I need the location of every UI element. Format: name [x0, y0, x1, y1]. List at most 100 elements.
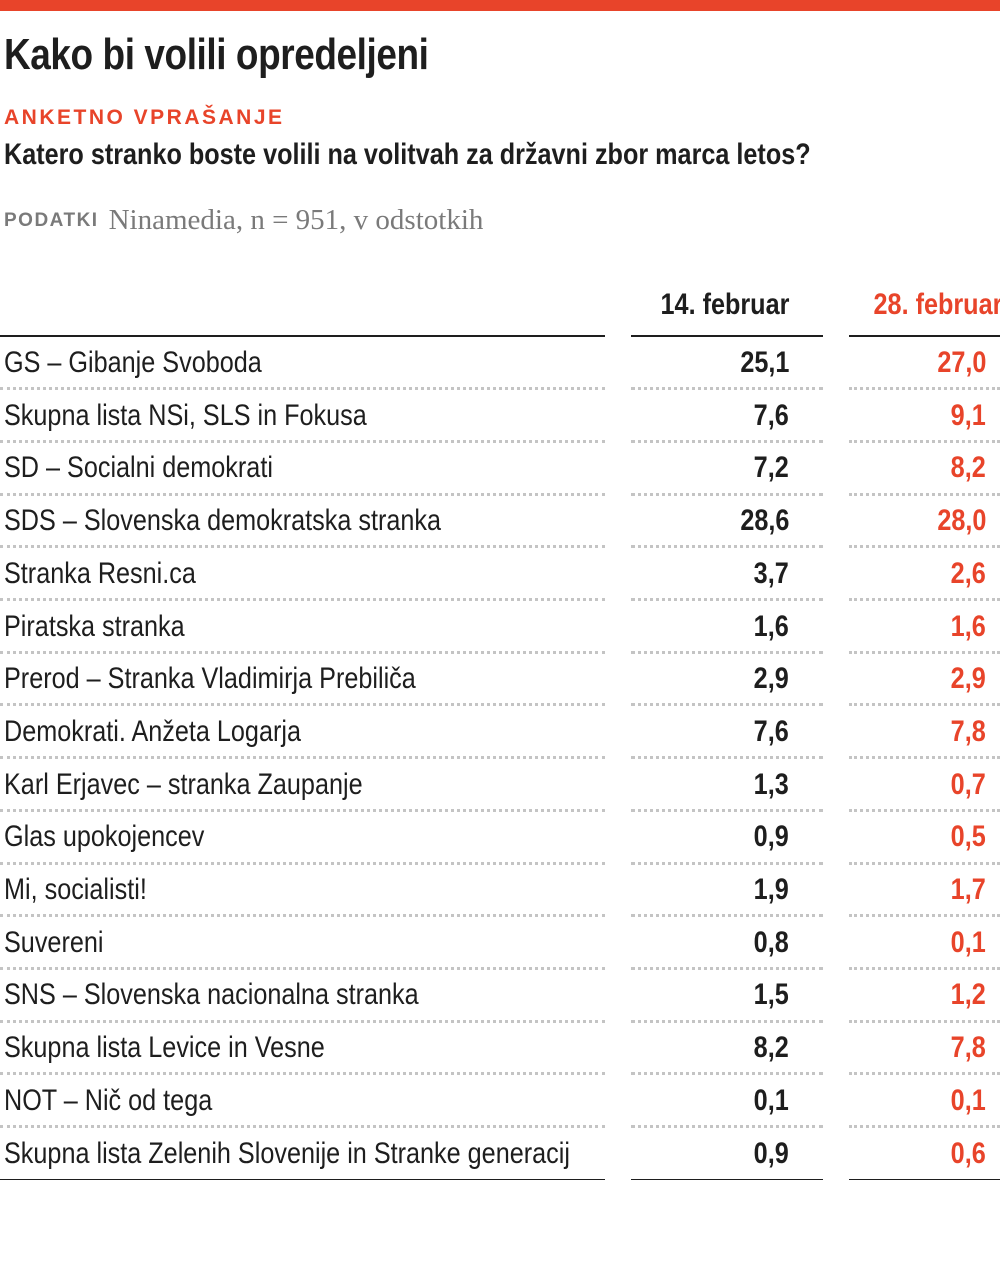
row-divider: [849, 1125, 1000, 1129]
value-28-feb: 7,8: [950, 714, 986, 748]
value-28-feb: 0,7: [950, 767, 986, 801]
party-name: SD – Socialni demokrati: [4, 451, 273, 485]
row-divider: [631, 808, 823, 812]
row-divider: [631, 387, 823, 391]
row-divider: [0, 492, 605, 496]
value-28-feb: 8,2: [950, 451, 986, 485]
row-divider: [0, 756, 605, 760]
table-row: Prerod – Stranka Vladimirja Prebiliča 2,9…: [0, 653, 1000, 707]
value-14-feb: 7,6: [753, 398, 789, 432]
row-divider: [849, 703, 1000, 707]
row-divider: [849, 492, 1000, 496]
value-28-feb: 9,1: [950, 398, 986, 432]
value-14-feb: 1,5: [753, 978, 789, 1012]
row-divider: [0, 387, 605, 391]
value-14-feb: 28,6: [739, 504, 789, 538]
row-divider: [0, 861, 605, 865]
value-14-feb: 0,8: [753, 925, 789, 959]
row-divider: [631, 1019, 823, 1023]
footer-rule: [849, 1179, 1000, 1180]
row-divider: [849, 756, 1000, 760]
value-14-feb: 1,9: [753, 873, 789, 906]
table-row: Stranka Resni.ca 3,7 2,6: [0, 548, 1000, 602]
row-divider: [631, 545, 823, 549]
party-name: GS – Gibanje Svoboda: [4, 346, 262, 379]
value-28-feb: 0,1: [950, 1083, 986, 1117]
party-name: NOT – Nič od tega: [4, 1083, 213, 1117]
party-name: SNS – Slovenska nacionalna stranka: [4, 978, 419, 1012]
table-row: Glas upokojencev 0,9 0,5: [0, 811, 1000, 865]
table-row: Demokrati. Anžeta Logarja 7,6 7,8: [0, 706, 1000, 760]
party-name: Stranka Resni.ca: [4, 556, 196, 590]
value-14-feb: 0,9: [753, 1136, 789, 1170]
party-name: Demokrati. Anžeta Logarja: [4, 714, 301, 748]
row-divider: [849, 387, 1000, 391]
row-divider: [631, 703, 823, 707]
value-14-feb: 0,9: [753, 820, 789, 854]
row-divider: [0, 598, 605, 602]
table-row: Skupna lista NSi, SLS in Fokusa 7,6 9,1: [0, 390, 1000, 443]
table-row: Skupna lista Levice in Vesne 8,2 7,8: [0, 1022, 1000, 1076]
value-14-feb: 0,1: [753, 1083, 789, 1117]
page-title: Kako bi volili opredeljeni: [4, 30, 429, 79]
party-name: Skupna lista NSi, SLS in Fokusa: [4, 398, 367, 432]
row-divider: [0, 1125, 605, 1129]
header-rule: [631, 335, 823, 337]
value-28-feb: 0,6: [950, 1136, 986, 1170]
value-14-feb: 1,3: [753, 767, 789, 801]
table-row: Piratska stranka 1,6 1,6: [0, 601, 1000, 654]
footer-rule: [631, 1179, 823, 1180]
row-divider: [849, 914, 1000, 918]
table-row: SDS – Slovenska demokratska stranka 28,6 2…: [0, 495, 1000, 549]
table-row: Mi, socialisti! 1,9 1,7: [0, 864, 1000, 918]
row-divider: [849, 966, 1000, 970]
row-divider: [631, 1072, 823, 1076]
party-name: Karl Erjavec – stranka Zaupanje: [4, 767, 363, 801]
party-name: Glas upokojencev: [4, 820, 205, 854]
row-divider: [0, 703, 605, 707]
value-14-feb: 1,6: [753, 609, 789, 643]
row-divider: [631, 756, 823, 760]
value-28-feb: 2,6: [950, 556, 986, 590]
row-divider: [0, 1072, 605, 1076]
value-28-feb: 1,7: [950, 873, 986, 906]
row-divider: [631, 492, 823, 496]
source-text: Ninamedia, n = 951, v odstotkih: [108, 204, 484, 236]
row-divider: [631, 650, 823, 654]
party-name: Skupna lista Levice in Vesne: [4, 1031, 325, 1065]
table-row: SD – Socialni demokrati 7,2 8,2: [0, 442, 1000, 496]
party-name: Mi, socialisti!: [4, 873, 147, 906]
table-row: Karl Erjavec – stranka Zaupanje 1,3 0,7: [0, 759, 1000, 812]
row-divider: [849, 1072, 1000, 1076]
table-row: Skupna lista Zelenih Slovenije in Strank…: [0, 1128, 1000, 1181]
value-14-feb: 25,1: [739, 346, 789, 379]
value-14-feb: 2,9: [753, 662, 789, 696]
value-28-feb: 1,6: [950, 609, 986, 643]
party-name: Piratska stranka: [4, 609, 185, 643]
row-divider: [0, 1019, 605, 1023]
row-divider: [0, 650, 605, 654]
footer-rule: [0, 1179, 605, 1180]
row-divider: [0, 545, 605, 549]
accent-top-bar: [0, 0, 1000, 11]
row-divider: [0, 914, 605, 918]
table-row: GS – Gibanje Svoboda 25,1 27,0: [0, 337, 1000, 391]
value-14-feb: 3,7: [753, 556, 789, 590]
kicker: ANKETNO VPRAŠANJE: [4, 106, 285, 129]
value-28-feb: 2,9: [950, 662, 986, 696]
value-28-feb: 27,0: [936, 346, 986, 379]
question: Katero stranko boste volili na volitvah …: [4, 138, 811, 171]
row-divider: [631, 439, 823, 443]
value-14-feb: 7,2: [753, 451, 789, 485]
column-header-28-feb: 28. februar: [873, 288, 1000, 321]
row-divider: [849, 1019, 1000, 1023]
party-name: SDS – Slovenska demokratska stranka: [4, 504, 442, 538]
party-name: Suvereni: [4, 925, 104, 959]
party-name: Skupna lista Zelenih Slovenije in Strank…: [4, 1136, 570, 1170]
row-divider: [849, 650, 1000, 654]
row-divider: [631, 1125, 823, 1129]
value-28-feb: 28,0: [936, 504, 986, 538]
value-14-feb: 8,2: [753, 1031, 789, 1065]
row-divider: [849, 598, 1000, 602]
row-divider: [0, 966, 605, 970]
